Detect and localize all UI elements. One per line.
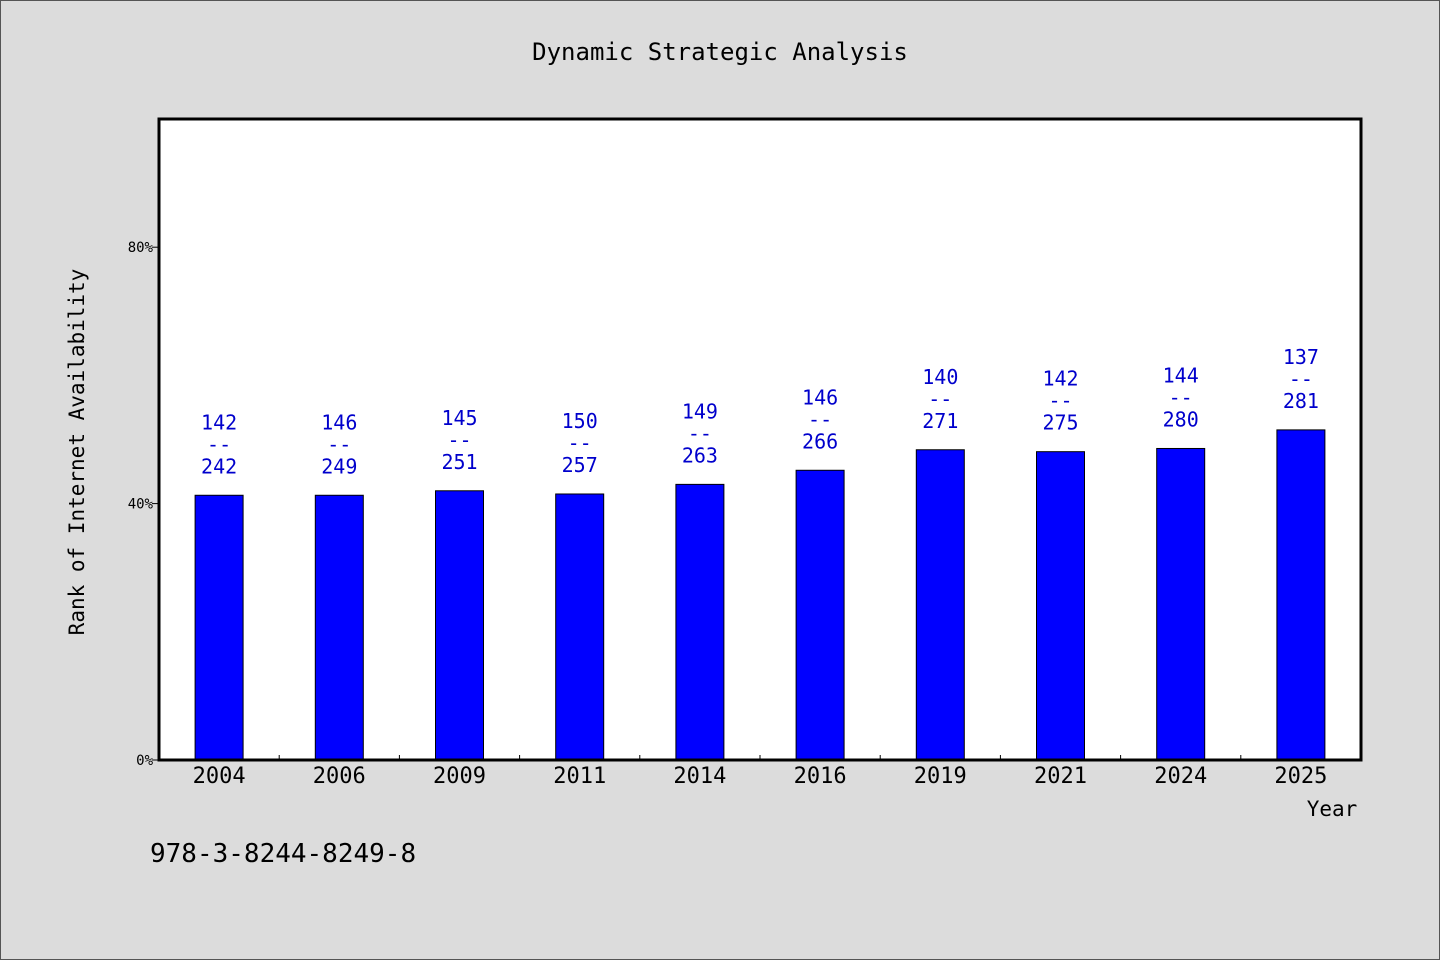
bar-label-2011-line-1: 150 [562,409,598,433]
bar-label-2006-line-1: 146 [321,410,357,434]
bar-label-2004-line-1: 142 [201,410,237,434]
bar-label-2014-line-3: 263 [682,443,718,467]
y-tick-label-80: 80% [128,240,154,256]
x-tick-label-2014: 2014 [673,764,726,789]
x-tick-label-2021: 2021 [1034,764,1087,789]
bar-label-2009-line-3: 251 [441,450,477,474]
bar-label-2016-line-1: 146 [802,385,838,409]
x-axis-label: Year [1307,797,1358,821]
x-tick-label-2009: 2009 [433,764,486,789]
bar-label-2014-line-2: -- [688,421,712,445]
bar-2009 [435,490,484,761]
bar-label-2019-line-3: 271 [922,409,958,433]
bar-2025 [1276,429,1326,761]
bar-2019 [915,449,965,761]
bar-2004 [194,494,244,761]
x-tick-label-2011: 2011 [553,764,606,789]
bar-label-2025-line-1: 137 [1283,345,1319,369]
isbn-footer: 978-3-8244-8249-8 [150,839,416,869]
bar-label-2019-line-2: -- [928,387,952,411]
bar-labels-group: 142--242146--249145--251150--257149--263… [201,345,1319,478]
bar-label-2025-line-2: -- [1289,367,1313,391]
plot-border [157,117,1363,762]
bar-label-2011-line-3: 257 [562,453,598,477]
y-axis-ticks: 0% 40% 80% [128,240,159,769]
y-axis-label: Rank of Internet Availability [65,269,89,636]
bar-label-2009-line-1: 145 [441,406,477,430]
bar-label-2006-line-3: 249 [321,454,357,478]
bar-label-2025-line-3: 281 [1283,389,1319,413]
bar-label-2024-line-2: -- [1169,385,1193,409]
bar-label-2006-line-2: -- [327,432,351,456]
bar-label-2004-line-3: 242 [201,454,237,478]
x-tick-label-2004: 2004 [193,764,246,789]
bar-label-2011-line-2: -- [568,431,592,455]
bar-2016 [795,469,845,761]
bar-label-2021-line-1: 142 [1042,367,1078,391]
bar-2024 [1156,447,1206,761]
chart-title: Dynamic Strategic Analysis [532,38,908,66]
bar-label-2021-line-2: -- [1048,389,1072,413]
y-tick-label-40: 40% [128,497,154,513]
bar-label-2016-line-3: 266 [802,429,838,453]
bar-label-2024-line-3: 280 [1163,407,1199,431]
x-tick-label-2016: 2016 [794,764,847,789]
bar-label-2014-line-1: 149 [682,399,718,423]
bar-2014 [675,483,725,761]
x-tick-label-2025: 2025 [1274,764,1327,789]
bar-label-2021-line-3: 275 [1042,411,1078,435]
x-tick-label-2024: 2024 [1154,764,1207,789]
bar-2021 [1036,451,1085,761]
bar-label-2009-line-2: -- [447,428,471,452]
bar-label-2024-line-1: 144 [1163,363,1199,387]
y-tick-label-0: 0% [136,753,153,769]
x-tick-label-2019: 2019 [914,764,967,789]
x-axis-ticks: 2004 2006 2009 2011 2014 2016 2019 2021 2024 2025 [193,755,1327,789]
bars-group [194,429,1326,761]
bar-label-2019-line-1: 140 [922,365,958,389]
bar-2006 [314,494,364,761]
x-tick-label-2006: 2006 [313,764,366,789]
bar-label-2016-line-2: -- [808,407,832,431]
bar-2011 [555,493,605,761]
bar-label-2004-line-2: -- [207,432,231,456]
